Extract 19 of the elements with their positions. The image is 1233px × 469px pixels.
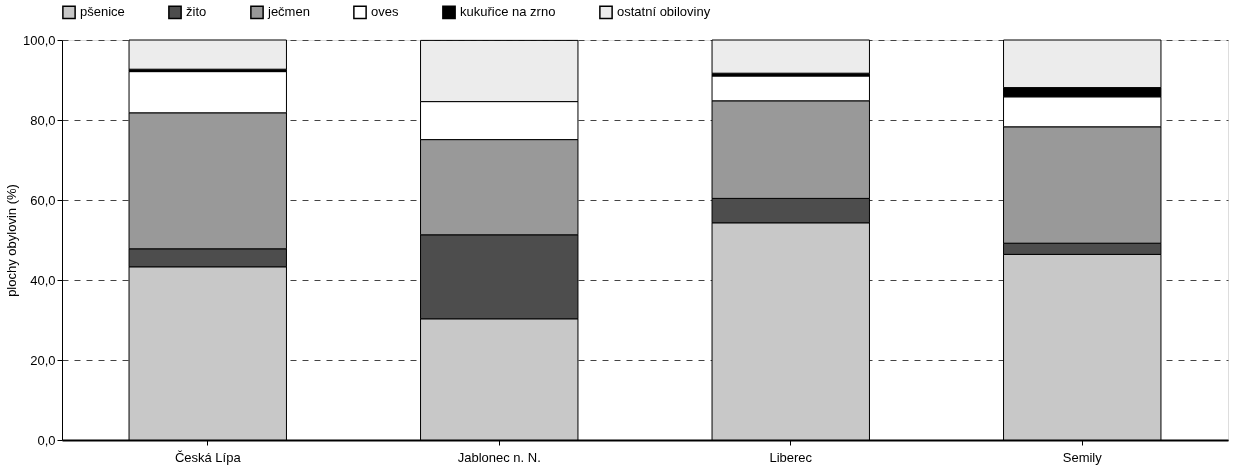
legend-label: ječmen — [267, 4, 310, 20]
x-tick-label: Česká Lípa — [174, 449, 242, 465]
legend-label: oves — [371, 4, 399, 20]
legend-label: žito — [186, 4, 207, 20]
bar — [711, 39, 870, 74]
y-tick-label: 80,0 — [30, 112, 56, 128]
legend-label: pšenice — [80, 4, 125, 20]
x-tick-label: Semily — [1062, 449, 1103, 465]
y-tick-label: 20,0 — [30, 352, 56, 368]
y-tick-label: 60,0 — [30, 192, 56, 208]
legend-label: ostatní obiloviny — [617, 4, 711, 20]
y-tick-label: 100,0 — [22, 32, 56, 48]
legend-label: kukuřice na zrno — [460, 4, 556, 20]
x-tick-label: Liberec — [769, 449, 813, 465]
x-tick-label: Jablonec n. N. — [457, 449, 541, 465]
y-tick-label: 40,0 — [30, 272, 56, 288]
y-axis-title: plochy obylovin (%) — [3, 184, 19, 297]
bar — [128, 39, 287, 70]
y-tick-label: 0,0 — [37, 432, 56, 448]
